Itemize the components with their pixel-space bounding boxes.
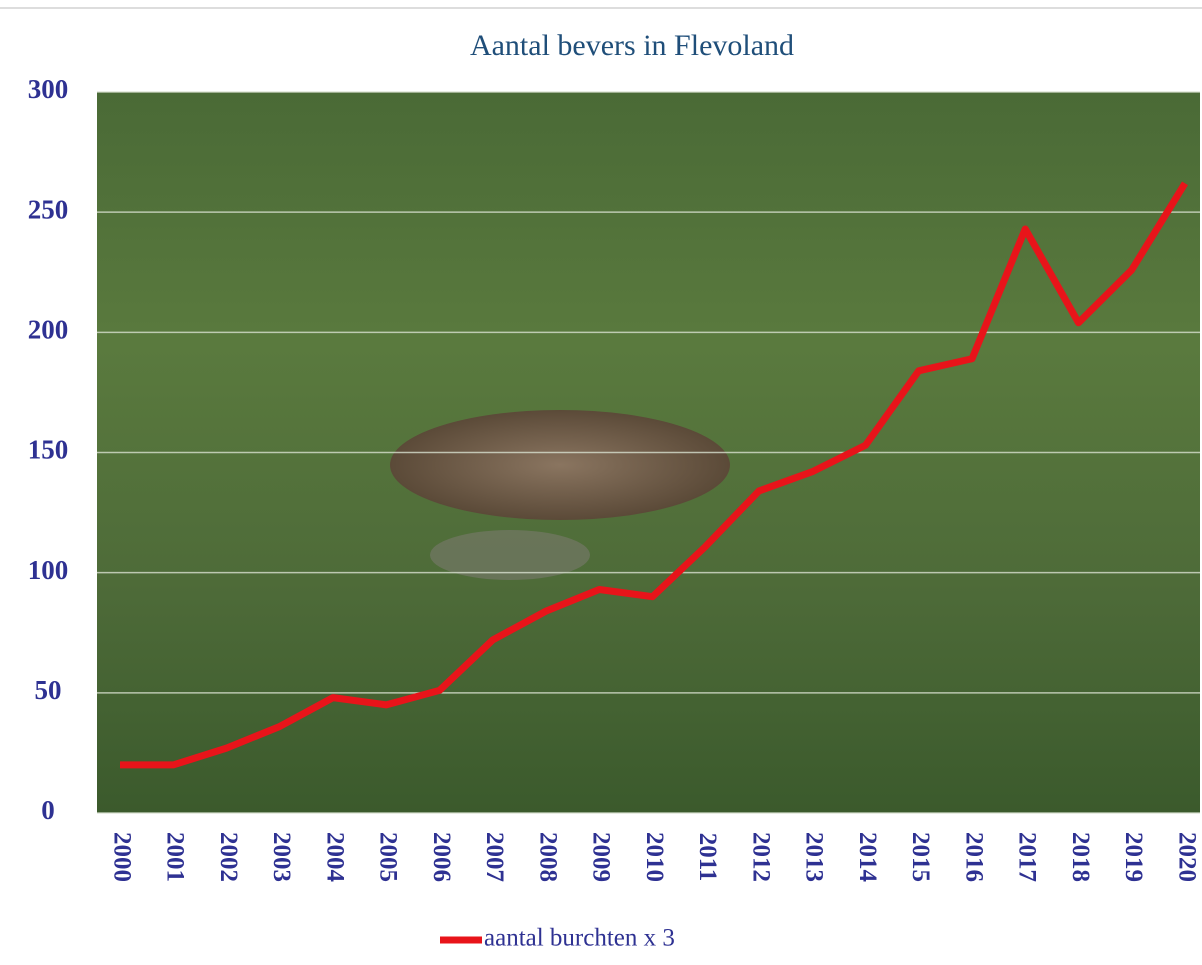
x-tick-label: 2006 [428,832,455,882]
x-tick-label: 2000 [108,832,135,882]
x-tick-label: 2016 [960,832,987,882]
x-tick-label: 2003 [268,832,295,882]
x-tick-label: 2013 [801,832,828,882]
y-tick-label: 100 [28,555,69,585]
beaver-photo [390,410,730,520]
x-tick-label: 2020 [1173,832,1200,882]
y-tick-label: 0 [41,795,55,825]
x-tick-label: 2017 [1014,832,1041,882]
y-tick-label: 200 [28,315,69,345]
x-tick-label: 2005 [375,832,402,882]
x-tick-label: 2004 [321,832,348,883]
y-tick-label: 300 [28,74,69,104]
data-line [120,181,1188,769]
y-tick-label: 50 [35,675,62,705]
beaver-reflection [430,530,590,580]
x-tick-label: 2002 [215,832,242,882]
x-tick-label: 2010 [641,832,668,882]
legend-label: aantal burchten x 3 [484,925,675,952]
x-tick-label: 2001 [162,832,189,882]
plot-layer: 0 50 100 150 200 250 300 2000 2001 2002 2003 2004 20… [28,74,1201,882]
x-tick-label: 2019 [1120,832,1147,882]
y-tick-label: 150 [28,435,69,465]
x-tick-label: 2014 [854,832,881,883]
x-tick-label: 2008 [534,832,561,882]
x-tick-label: 2011 [694,833,721,882]
x-tick-label: 2015 [907,832,934,882]
x-tick-label: 2009 [588,832,615,882]
x-tick-label: 2018 [1067,832,1094,882]
y-tick-label: 250 [28,194,69,224]
chart-title: Aantal bevers in Flevoland [470,29,794,62]
x-tick-label: 2012 [747,832,774,882]
x-tick-label: 2007 [481,832,508,882]
